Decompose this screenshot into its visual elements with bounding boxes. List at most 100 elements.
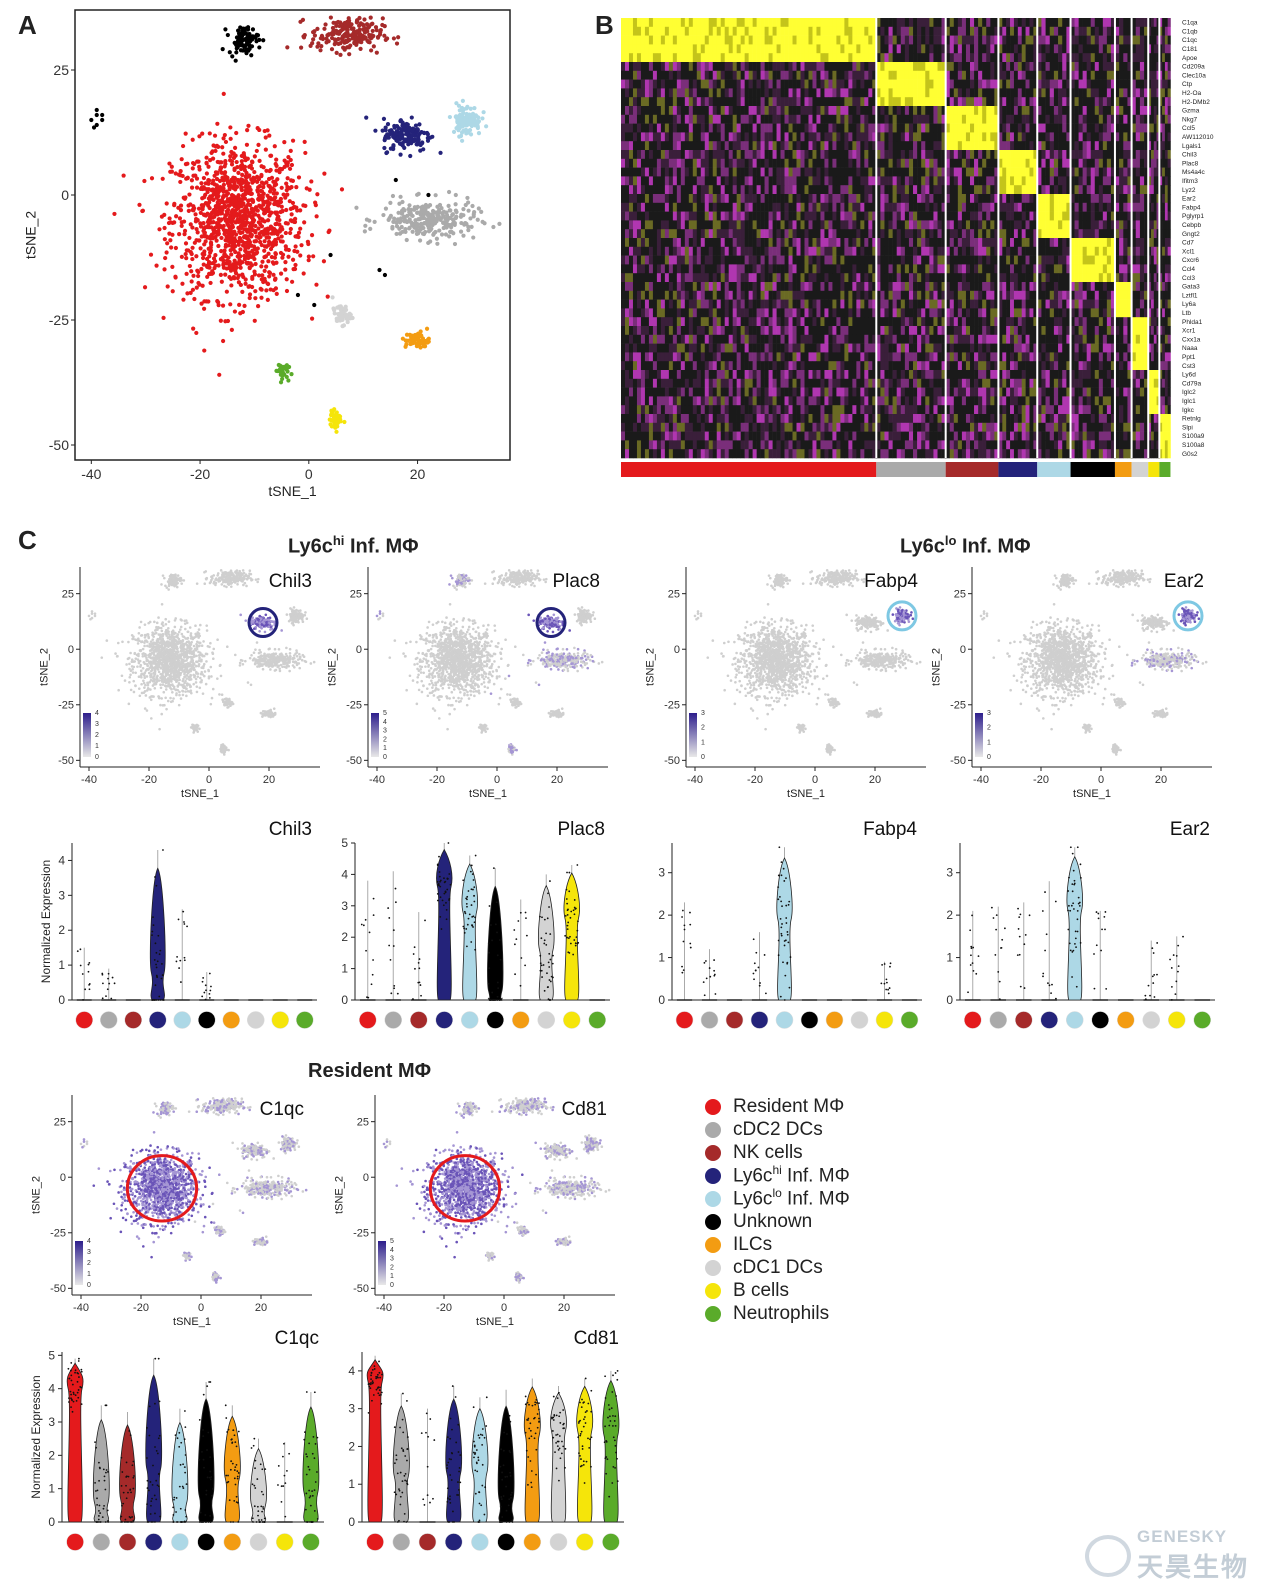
heatmap-cell bbox=[780, 194, 785, 204]
heatmap-cell bbox=[732, 264, 737, 274]
heatmap-cell bbox=[716, 264, 722, 274]
heatmap-cell bbox=[728, 308, 733, 318]
cell-point bbox=[221, 189, 226, 194]
heatmap-cell bbox=[716, 299, 722, 309]
heatmap-cell bbox=[820, 158, 825, 168]
heatmap-cell bbox=[784, 62, 789, 72]
heatmap-cell bbox=[621, 194, 626, 204]
heatmap-cell bbox=[748, 326, 753, 336]
cell-point bbox=[179, 254, 184, 259]
heatmap-cell bbox=[756, 167, 761, 177]
cell-point bbox=[271, 288, 276, 293]
heatmap-cell bbox=[712, 282, 718, 292]
heatmap-cell bbox=[712, 238, 718, 248]
heatmap-cell bbox=[652, 26, 658, 36]
cell-point bbox=[433, 193, 438, 198]
heatmap-cell bbox=[848, 282, 853, 292]
heatmap-cell bbox=[700, 18, 706, 28]
cell-point bbox=[387, 215, 392, 221]
heatmap-cell bbox=[792, 35, 797, 45]
heatmap-cell bbox=[740, 334, 745, 344]
heatmap-cell bbox=[792, 114, 797, 124]
heatmap-cell bbox=[848, 26, 853, 36]
cell-point bbox=[275, 217, 280, 222]
heatmap-cell bbox=[792, 167, 797, 177]
heatmap-cell bbox=[736, 88, 741, 98]
cell-point bbox=[290, 138, 296, 143]
heatmap-cell bbox=[764, 185, 769, 195]
heatmap-cell bbox=[812, 343, 817, 353]
cell-point bbox=[182, 232, 187, 237]
heatmap-cell bbox=[844, 378, 849, 388]
heatmap-cell bbox=[692, 308, 698, 318]
heatmap-cell bbox=[652, 317, 658, 327]
heatmap-cell bbox=[808, 150, 813, 160]
heatmap-cell bbox=[848, 317, 853, 327]
cell-point bbox=[243, 156, 248, 161]
cell-point bbox=[288, 226, 293, 232]
cell-point bbox=[253, 261, 258, 267]
cell-point bbox=[453, 202, 458, 207]
heatmap-cell bbox=[700, 62, 706, 72]
heatmap-cell bbox=[656, 317, 662, 327]
heatmap-cell bbox=[788, 317, 793, 327]
heatmap-cell bbox=[668, 370, 674, 380]
cell-point bbox=[163, 255, 168, 261]
heatmap-cell bbox=[808, 255, 813, 265]
heatmap-cell bbox=[736, 176, 741, 186]
heatmap-cell bbox=[676, 282, 682, 292]
heatmap-cell bbox=[828, 255, 833, 265]
heatmap-cell bbox=[732, 387, 737, 397]
heatmap-cell bbox=[684, 246, 690, 256]
cell-point bbox=[259, 264, 264, 269]
heatmap-cell bbox=[716, 255, 722, 265]
heatmap-cell bbox=[820, 141, 825, 151]
heatmap-cell bbox=[748, 132, 753, 142]
heatmap-cell bbox=[644, 264, 650, 274]
cell-point bbox=[232, 258, 237, 263]
heatmap-cell bbox=[856, 132, 861, 142]
heatmap-cell bbox=[724, 26, 730, 36]
heatmap-cell bbox=[736, 79, 741, 89]
cell-point bbox=[209, 196, 214, 201]
heatmap-cell bbox=[844, 35, 849, 45]
heatmap-cell bbox=[696, 62, 702, 72]
heatmap-cell bbox=[788, 361, 793, 371]
heatmap-cell bbox=[648, 220, 654, 230]
cell-point bbox=[437, 228, 442, 233]
heatmap-cell bbox=[704, 370, 710, 380]
cell-point bbox=[294, 234, 299, 239]
heatmap-cell bbox=[840, 229, 845, 239]
cell-point bbox=[415, 204, 420, 209]
heatmap-cell bbox=[692, 238, 698, 248]
heatmap-cell bbox=[796, 62, 801, 72]
cell-point bbox=[459, 212, 464, 217]
heatmap-cell bbox=[740, 106, 745, 116]
heatmap-cell bbox=[664, 88, 670, 98]
heatmap-cell bbox=[860, 343, 865, 353]
heatmap-cell bbox=[621, 167, 626, 177]
heatmap-cell bbox=[632, 123, 638, 133]
heatmap-cell bbox=[704, 211, 710, 221]
cell-point bbox=[236, 42, 242, 48]
cell-point bbox=[468, 132, 474, 137]
cell-point bbox=[284, 363, 289, 368]
cell-point bbox=[167, 161, 172, 166]
cell-point bbox=[187, 263, 192, 269]
heatmap-cell bbox=[848, 44, 853, 54]
heatmap-cell bbox=[800, 220, 805, 230]
heatmap-cell bbox=[636, 202, 642, 212]
heatmap-cell bbox=[852, 334, 857, 344]
heatmap-cell bbox=[696, 97, 702, 107]
cell-point bbox=[257, 45, 262, 50]
heatmap-cell bbox=[856, 229, 861, 239]
heatmap-cell bbox=[856, 273, 861, 283]
heatmap-cell bbox=[704, 378, 710, 388]
cell-point bbox=[184, 256, 189, 261]
heatmap-cell bbox=[708, 370, 714, 380]
heatmap-cell bbox=[680, 167, 686, 177]
heatmap-cell bbox=[832, 132, 837, 142]
heatmap-cell bbox=[848, 70, 853, 80]
heatmap-cell bbox=[868, 238, 873, 248]
heatmap-cell bbox=[776, 150, 781, 160]
